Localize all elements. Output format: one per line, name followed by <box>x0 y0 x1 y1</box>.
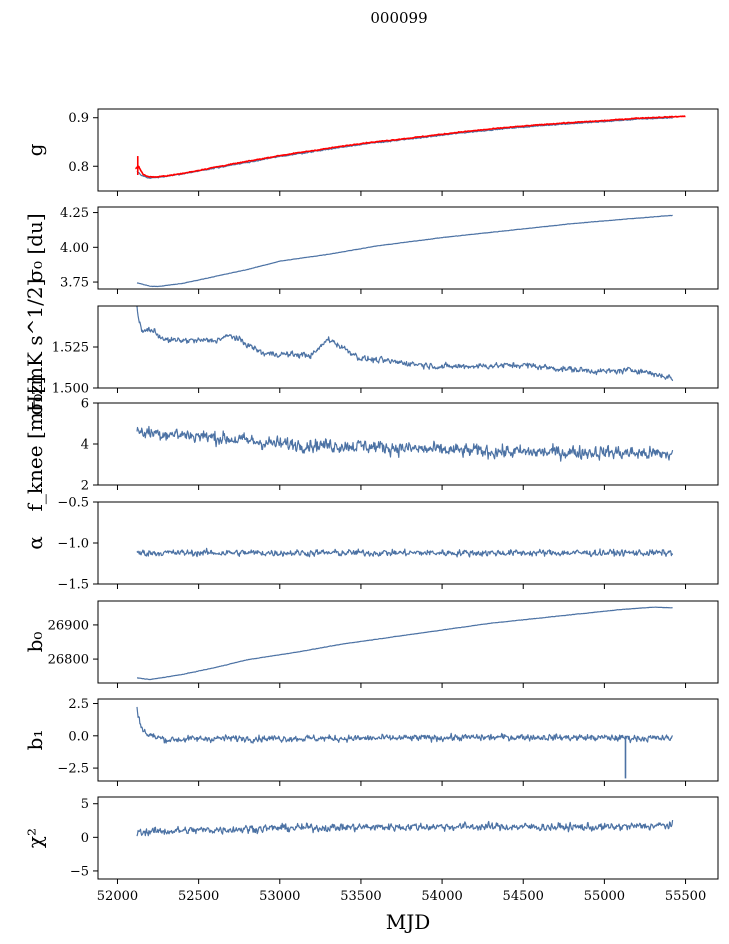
series-line-2-0 <box>136 306 674 382</box>
y-axis-label-7: χ² <box>23 828 47 848</box>
panel-2: 1.500 1.525 σ₀[mK s^1/2] <box>23 279 719 416</box>
y-axis-label-0: g <box>23 143 47 156</box>
panel-1: 3.75 4.00 4.25 σ₀ [du] <box>23 206 719 294</box>
axes-frame-2 <box>97 305 719 389</box>
panel-3: 2 4 6 f_knee [mHz] <box>23 377 719 512</box>
x-tick-label-0: 52000 <box>97 889 138 904</box>
y-tick-label-0-0: 0.8 <box>68 160 89 175</box>
panel-6: −2.5 0.0 2.5 b₁ <box>23 697 719 786</box>
x-tick-label-4: 54000 <box>421 889 462 904</box>
axes-frame-6 <box>97 698 719 782</box>
y-tick-label-5-0: 26800 <box>48 653 89 668</box>
x-axis-ticks: 52000 52500 53000 53500 54000 54500 55000 55500 <box>97 889 706 904</box>
x-axis-label: MJD <box>386 910 431 934</box>
y-tick-label-0-1: 0.9 <box>68 111 89 126</box>
axes-frame-7 <box>97 796 719 880</box>
panel-7: −5 0 5 χ² <box>23 796 719 884</box>
y-axis-label-2: σ₀[mK s^1/2] <box>23 279 47 416</box>
y-tick-label-7-2: 5 <box>81 797 89 812</box>
y-tick-label-3-2: 6 <box>81 397 89 412</box>
axes-frame-5 <box>97 600 719 684</box>
x-tick-label-5: 54500 <box>503 889 544 904</box>
axes-frame-3 <box>97 402 719 486</box>
series-line-7-0 <box>136 820 674 837</box>
y-tick-label-4-1: −1.0 <box>57 537 89 552</box>
series-line-6-0 <box>136 706 674 744</box>
series-line-5-0 <box>136 606 673 681</box>
y-tick-label-2-0: 1.500 <box>52 382 89 397</box>
series-line-3-0 <box>136 425 674 462</box>
y-tick-label-7-0: −5 <box>70 864 89 879</box>
y-tick-label-7-1: 0 <box>81 831 89 846</box>
y-axis-label-1: σ₀ [du] <box>23 213 47 282</box>
panel-4: −1.5 −1.0 −0.5 α <box>23 496 719 593</box>
y-tick-label-6-2: 2.5 <box>68 697 89 712</box>
series-line-0-0 <box>136 117 673 179</box>
x-tick-label-3: 53500 <box>340 889 381 904</box>
axes-frame-0 <box>97 108 719 192</box>
series-line-1-0 <box>136 214 673 288</box>
y-tick-label-3-0: 2 <box>81 479 89 494</box>
series-line-4-0 <box>136 547 674 558</box>
x-tick-label-7: 55500 <box>665 889 706 904</box>
x-tick-label-6: 55000 <box>584 889 625 904</box>
y-tick-label-2-1: 1.525 <box>52 341 89 356</box>
y-tick-label-4-2: −0.5 <box>57 496 89 511</box>
y-tick-label-1-1: 4.00 <box>60 241 89 256</box>
x-tick-label-1: 52500 <box>178 889 219 904</box>
y-axis-label-4: α <box>23 536 47 550</box>
panel-0: 0.8 0.9 g <box>23 108 719 196</box>
y-tick-label-6-1: 0.0 <box>68 729 89 744</box>
y-tick-label-1-0: 3.75 <box>60 276 89 291</box>
y-tick-label-3-1: 4 <box>81 438 89 453</box>
y-axis-label-5: b₀ <box>23 632 47 653</box>
axes-frame-4 <box>97 501 719 585</box>
y-axis-label-6: b₁ <box>23 730 47 751</box>
chart-title: 000099 <box>370 9 427 27</box>
axes-frame-1 <box>97 206 719 290</box>
x-tick-label-2: 53000 <box>259 889 300 904</box>
y-tick-label-4-0: −1.5 <box>57 578 89 593</box>
y-tick-label-5-1: 26900 <box>48 618 89 633</box>
y-tick-label-1-2: 4.25 <box>60 206 89 221</box>
y-tick-label-6-0: −2.5 <box>57 762 89 777</box>
series-line-0-1 <box>135 115 686 178</box>
panels: 0.8 0.9 g 3.75 4.00 4.25 σ₀ [du] 1.500 1.525 σ₀[m… <box>23 108 719 884</box>
y-axis-label-3: f_knee [mHz] <box>23 377 47 512</box>
